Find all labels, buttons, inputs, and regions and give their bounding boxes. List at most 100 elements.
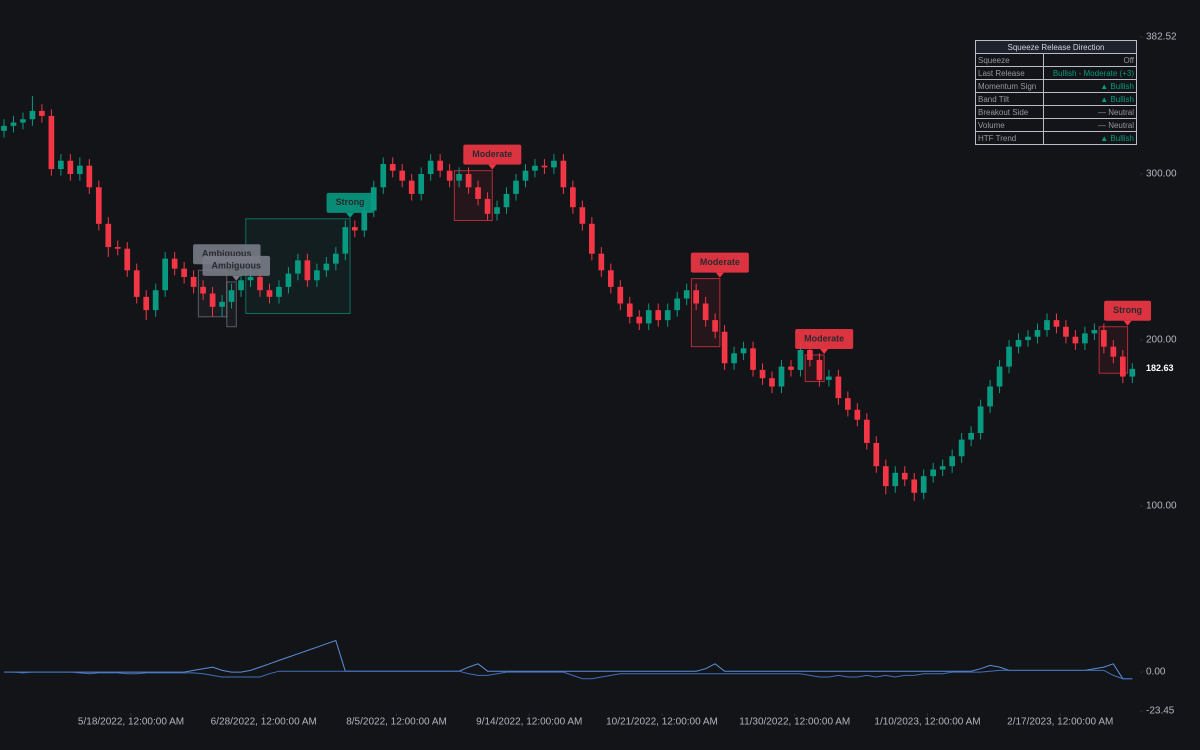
zone-tag-bg (690, 252, 749, 273)
zone-tag-bg (1104, 300, 1152, 321)
candle-body (418, 174, 425, 194)
candle-body (769, 378, 775, 387)
candle-body (712, 320, 718, 332)
zone-tag-label: Moderate (472, 149, 512, 159)
candle-body (124, 248, 131, 271)
candle-body (911, 479, 918, 493)
candle-body (67, 160, 74, 175)
candle-body (598, 253, 605, 271)
candle-body (721, 331, 728, 364)
candle-body (276, 286, 282, 297)
row-label: Volume (974, 118, 1045, 132)
candle-body (494, 207, 500, 214)
x-tick-label: 6/28/2022, 12:00:00 AM (211, 717, 317, 728)
candle-body (816, 359, 823, 380)
zone-tag: Moderate (463, 144, 522, 170)
x-tick-label: 5/18/2022, 12:00:00 AM (78, 717, 184, 728)
row-value: ▲ Bullish (1043, 92, 1137, 106)
row-label: Band Tilt (974, 92, 1045, 106)
candle-body (95, 187, 102, 224)
candle-body (607, 270, 614, 287)
row-value: — Neutral (1043, 118, 1137, 132)
zone-tag: Strong (326, 192, 374, 218)
candle-body (939, 466, 946, 470)
candle-body (863, 419, 870, 443)
row-label: Last Release (974, 66, 1045, 80)
y-tick-label: 0.00 (1146, 667, 1166, 678)
table-row: Volume — Neutral (974, 118, 1137, 132)
candle-body (266, 290, 273, 297)
zone-tag-pointer (232, 275, 241, 281)
row-label: Squeeze (974, 53, 1045, 67)
candle-body (645, 310, 652, 324)
candle-body (190, 276, 197, 287)
candle-body (1091, 330, 1098, 334)
x-tick-label: 8/5/2022, 12:00:00 AM (346, 717, 447, 728)
table-row: Band Tilt ▲ Bullish (974, 92, 1137, 106)
candle-body (238, 280, 244, 291)
candle-body (513, 180, 519, 194)
x-tick-label: 1/10/2023, 12:00:00 AM (874, 717, 980, 728)
candle-body (1006, 346, 1012, 367)
candle-body (683, 290, 690, 299)
candle-body (826, 376, 832, 380)
candle-body (1015, 340, 1022, 347)
candle-body (873, 442, 880, 467)
table-row: Breakout Side — Neutral (974, 105, 1137, 119)
candle-body (1044, 320, 1050, 331)
candle-body (323, 263, 330, 271)
row-value: Bullish - Moderate (+3) (1043, 66, 1137, 80)
candle-body (655, 310, 662, 321)
candle-body (114, 247, 121, 249)
candle-body (20, 119, 26, 123)
candle-body (807, 349, 813, 360)
candle-body (1129, 368, 1136, 377)
row-value: ▲ Bullish (1043, 79, 1137, 93)
candle-body (1082, 333, 1088, 344)
candle-body (532, 165, 538, 171)
candle-body (977, 406, 984, 433)
candle-body (503, 193, 510, 208)
candle-body (143, 296, 150, 311)
zone-tag-label: Moderate (804, 333, 844, 343)
candle-body (759, 369, 766, 379)
table-row: Squeeze Off (974, 53, 1137, 67)
candle-body (304, 260, 311, 281)
candle-body (342, 227, 349, 254)
candle-body (133, 270, 140, 297)
candle-body (579, 207, 586, 224)
candle-body (987, 386, 993, 407)
candle-body (389, 164, 396, 171)
row-label: HTF Trend (974, 131, 1045, 145)
candle-body (788, 366, 794, 370)
zone-tag-pointer (346, 212, 355, 218)
candle-body (408, 180, 415, 194)
candle-body (674, 298, 681, 311)
candle-body (361, 210, 368, 231)
zone-tag-bg (795, 328, 854, 349)
candle-body (370, 187, 377, 211)
candle-body (664, 310, 671, 321)
candle-body (257, 276, 263, 291)
candle-body (930, 469, 937, 477)
candle-body (882, 466, 889, 487)
candle-body (920, 476, 927, 493)
candle-body (475, 187, 481, 199)
candle-body (247, 276, 254, 281)
candle-body (589, 223, 595, 254)
candle-body (48, 115, 55, 170)
candle-body (968, 432, 974, 440)
table-header: Squeeze Release Direction (975, 40, 1137, 54)
zone-tag-label: Ambiguous (212, 260, 262, 270)
candle-body (181, 268, 187, 277)
candle-body (285, 273, 292, 287)
candle-body (560, 160, 567, 188)
zone-tag: Moderate (690, 252, 749, 278)
candle-body (105, 223, 112, 248)
candle-body (228, 290, 235, 302)
zone-tag-label: Moderate (700, 257, 740, 267)
zone-tag-pointer (1123, 320, 1132, 326)
candle-body (750, 348, 756, 370)
candle-body (702, 303, 709, 321)
